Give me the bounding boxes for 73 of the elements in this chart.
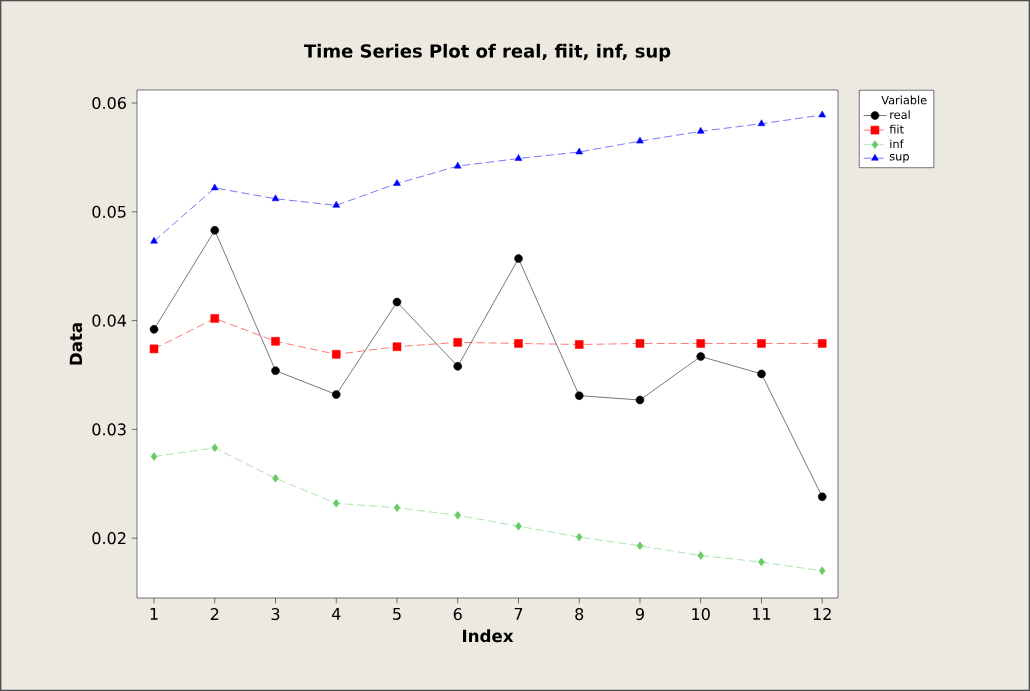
point (453, 338, 463, 347)
point (210, 314, 220, 323)
point (697, 551, 704, 560)
point (696, 352, 705, 361)
point (575, 532, 583, 542)
x-tick-label: 3 (271, 608, 280, 621)
y-tick-label: 0.03 (92, 423, 126, 436)
point (392, 342, 402, 351)
point (150, 236, 158, 244)
x-tick-label: 4 (331, 608, 341, 620)
point (514, 339, 523, 348)
point (149, 344, 159, 354)
x-tick-label: 2 (210, 608, 219, 620)
x-tick-label: 8 (575, 608, 584, 621)
x-tick-label: 7 (514, 608, 523, 620)
point (514, 254, 523, 263)
point (271, 366, 280, 375)
point (454, 161, 462, 169)
x-tick-label: 11 (753, 608, 771, 620)
x-tick-label: 1 (150, 608, 158, 620)
legend-label: sup (889, 154, 909, 163)
y-tick-label: 0.02 (92, 532, 126, 545)
chart-title: Time Series Plot of real, fiit, inf, sup (303, 43, 671, 62)
point (271, 194, 280, 202)
point (757, 339, 766, 348)
point (514, 154, 523, 161)
point (332, 201, 340, 208)
x-tick-label: 5 (393, 608, 401, 620)
y-tick-label: 0.04 (92, 314, 127, 327)
point (331, 390, 341, 399)
point (636, 541, 644, 551)
point (453, 362, 463, 371)
point (331, 350, 341, 359)
point (454, 511, 462, 520)
point (211, 183, 219, 191)
y-tick-label: 0.05 (92, 205, 126, 218)
point (635, 339, 645, 348)
point (515, 521, 522, 531)
point (272, 474, 279, 483)
point (635, 395, 645, 405)
x-tick-label: 9 (635, 608, 644, 621)
point (817, 339, 827, 348)
point (757, 119, 766, 126)
legend-label: fiit (889, 124, 904, 134)
point (332, 499, 340, 508)
x-tick-label: 12 (813, 608, 831, 620)
x-tick-label: 6 (453, 608, 462, 621)
legend-label: inf (890, 139, 904, 149)
point (150, 452, 158, 461)
point (574, 340, 584, 349)
point (757, 369, 766, 379)
point (574, 391, 584, 400)
point (271, 337, 280, 346)
x-tick-label: 10 (692, 608, 710, 621)
point (392, 297, 402, 307)
legend-title: Variable (881, 95, 927, 105)
point (758, 557, 765, 567)
point (149, 325, 159, 334)
point (696, 127, 705, 134)
point (696, 339, 705, 348)
legend-label: real (890, 110, 910, 119)
point (211, 443, 219, 453)
x-axis-title: Index (463, 629, 514, 643)
point (210, 226, 220, 235)
point (393, 503, 401, 512)
point (818, 566, 826, 576)
point (817, 492, 827, 502)
y-axis-title: Data (69, 323, 83, 365)
point (393, 179, 401, 186)
point (818, 110, 826, 118)
y-tick-label: 0.06 (92, 96, 126, 110)
point (575, 147, 583, 155)
point (636, 136, 644, 144)
